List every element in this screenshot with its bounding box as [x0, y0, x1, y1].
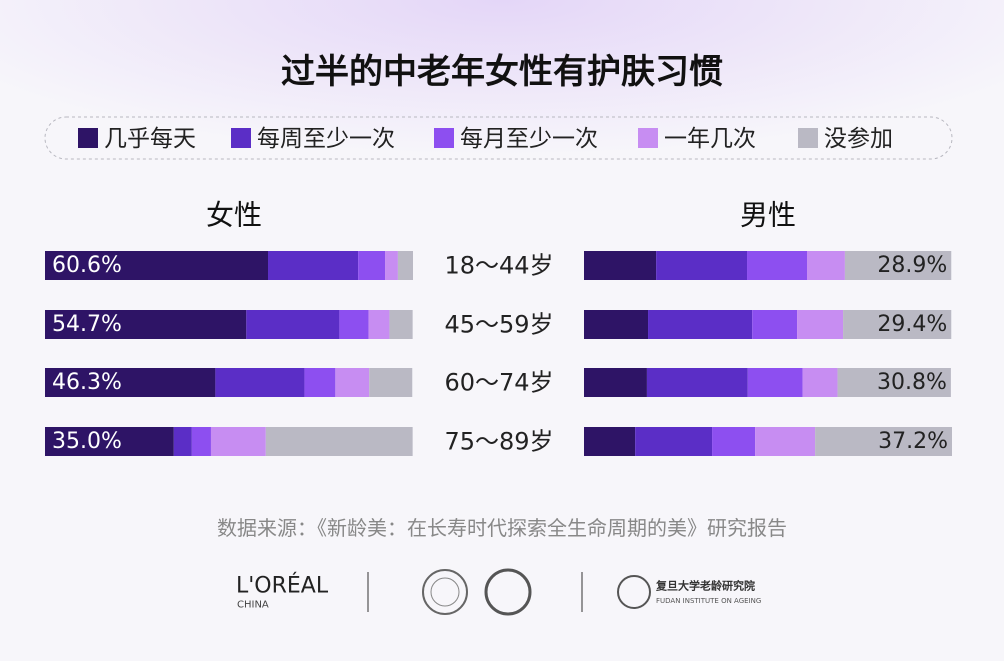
bar-segment: [646, 368, 748, 397]
bar-segment: [45, 368, 216, 397]
bar-segment: [752, 310, 798, 339]
bar-segment: [265, 427, 413, 456]
bar-segment: [246, 310, 340, 339]
bar-segment: [173, 427, 192, 456]
bar-segment: [584, 251, 657, 280]
bar-segment: [45, 310, 247, 339]
bar-segment: [210, 427, 266, 456]
value-label: 46.3%: [52, 370, 122, 395]
legend-label: 没参加: [824, 126, 893, 152]
bar-segment: [335, 368, 370, 397]
bar-segment: [807, 251, 845, 280]
bar-segment: [656, 251, 748, 280]
legend-box: [44, 116, 953, 160]
logo-loreal-sub: CHINA: [237, 600, 269, 611]
seal-logo: [422, 569, 468, 615]
legend-swatch: [78, 128, 98, 148]
source: 数据来源：《新龄美：在长寿时代探索全生命周期的美》研究报告: [217, 516, 787, 540]
bar-segment: [712, 427, 756, 456]
legend-label: 每周至少一次: [257, 126, 395, 152]
bar-segment: [584, 368, 647, 397]
bar-segment: [584, 427, 636, 456]
category-label: 45～59岁: [444, 311, 553, 339]
bar-segment: [802, 368, 838, 397]
bar-segment: [844, 251, 952, 280]
bar-segment: [843, 310, 952, 339]
fudan-logo: [617, 575, 651, 609]
legend-label: 几乎每天: [104, 126, 196, 152]
value-label: 37.2%: [878, 429, 948, 454]
panel-title: 女性: [206, 199, 262, 232]
bar-segment: [191, 427, 211, 456]
value-label: 29.4%: [877, 312, 947, 337]
bar-segment: [304, 368, 336, 397]
category-label: 75～89岁: [444, 428, 553, 456]
bar-segment: [385, 251, 398, 280]
bar-segment: [45, 427, 174, 456]
bar-segment: [584, 310, 649, 339]
bar-segment: [815, 427, 952, 456]
bar-segment: [747, 368, 803, 397]
value-label: 35.0%: [52, 429, 122, 454]
legend-swatch: [798, 128, 818, 148]
category-label: 18～44岁: [444, 252, 553, 280]
bar-segment: [648, 310, 753, 339]
value-label: 54.7%: [52, 312, 122, 337]
bar-segment: [45, 251, 269, 280]
legend-swatch: [231, 128, 251, 148]
bar-segment: [268, 251, 359, 280]
bar-segment: [389, 310, 413, 339]
legend-swatch: [434, 128, 454, 148]
bar-segment: [397, 251, 413, 280]
bar-segment: [215, 368, 305, 397]
bar-segment: [368, 310, 390, 339]
emblem-logo: [484, 568, 532, 616]
bar-segment: [797, 310, 844, 339]
legend-label: 一年几次: [664, 126, 756, 152]
bar-segment: [837, 368, 951, 397]
bar-segment: [358, 251, 386, 280]
panel-title: 男性: [740, 199, 796, 232]
bar-segment: [369, 368, 413, 397]
logo-fudan-sub: FUDAN INSTITUTE ON AGEING: [656, 597, 761, 605]
logo-fudan: 复旦大学老龄研究院: [655, 579, 755, 593]
bar-segment: [747, 251, 808, 280]
category-label: 60～74岁: [444, 369, 553, 397]
value-label: 30.8%: [877, 370, 947, 395]
legend-swatch: [638, 128, 658, 148]
bar-segment: [339, 310, 369, 339]
value-label: 28.9%: [877, 253, 947, 278]
background-glow: [0, 0, 1004, 260]
bar-segment: [755, 427, 816, 456]
value-label: 60.6%: [52, 253, 122, 278]
logo-loreal: L'ORÉAL: [236, 573, 329, 599]
bar-segment: [635, 427, 713, 456]
legend-label: 每月至少一次: [460, 126, 598, 152]
chart-title: 过半的中老年女性有护肤习惯: [281, 52, 723, 92]
seal-logo: [430, 577, 460, 607]
